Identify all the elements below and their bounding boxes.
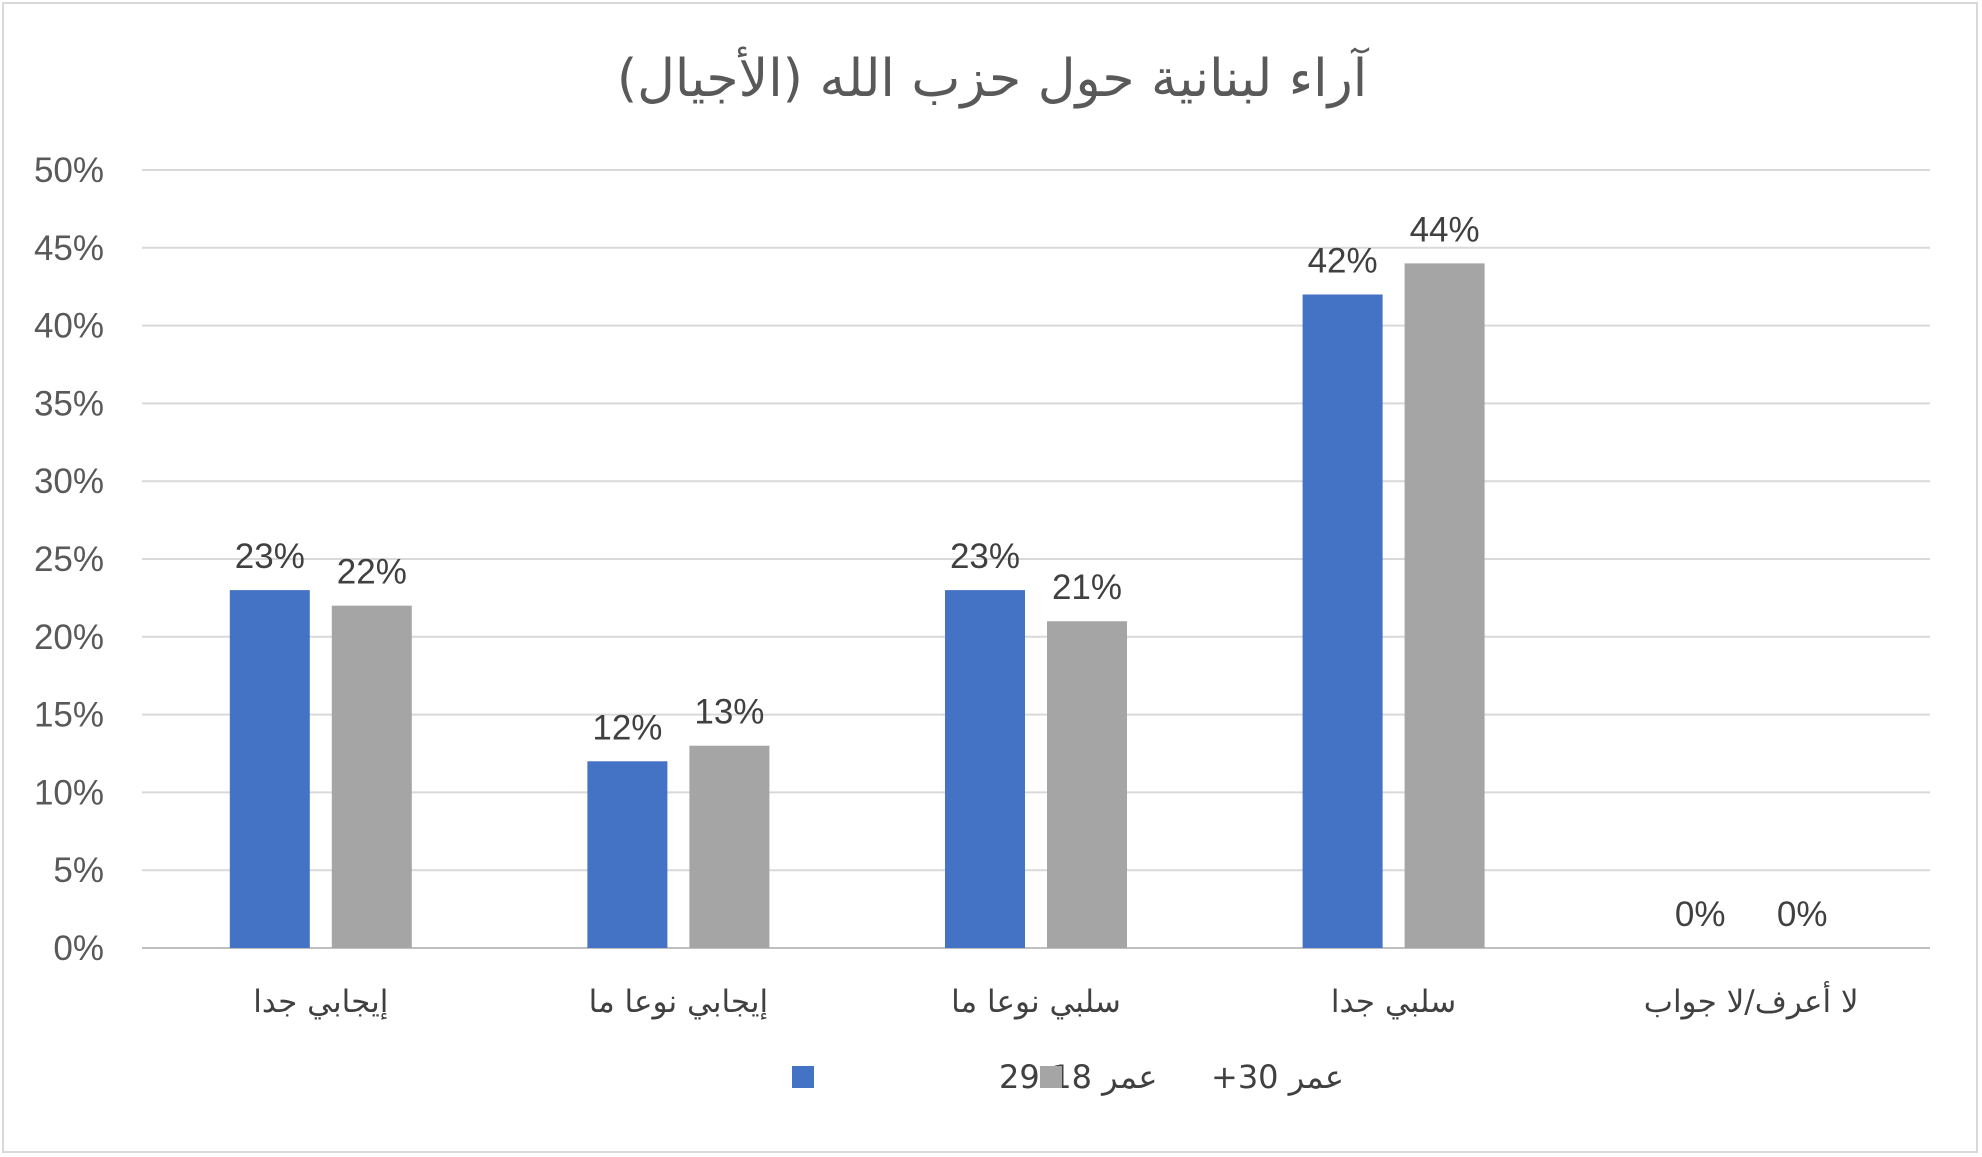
y-tick-label: 30% bbox=[34, 462, 104, 501]
data-label: 21% bbox=[1052, 568, 1122, 607]
y-tick-label: 40% bbox=[34, 307, 104, 346]
data-label: 13% bbox=[694, 693, 764, 732]
y-tick-label: 45% bbox=[34, 229, 104, 268]
category-label: سلبي جدا bbox=[1331, 984, 1456, 1020]
bar-age-18-29 bbox=[229, 590, 310, 948]
bar-age-30-plus bbox=[1404, 263, 1485, 948]
bar-age-18-29 bbox=[1302, 294, 1383, 949]
data-label: 42% bbox=[1308, 241, 1378, 280]
y-tick-label: 25% bbox=[34, 540, 104, 579]
y-tick-label: 10% bbox=[34, 773, 104, 812]
data-label: 0% bbox=[1675, 895, 1726, 934]
legend-swatch bbox=[792, 1066, 814, 1088]
chart-svg: آراء لبنانية حول حزب الله (الأجيال) 0% 5%… bbox=[34, 46, 1930, 1096]
y-tick-label: 20% bbox=[34, 618, 104, 657]
legend-swatch bbox=[1040, 1066, 1062, 1088]
chart-title: آراء لبنانية حول حزب الله (الأجيال) bbox=[617, 46, 1370, 109]
data-label: 0% bbox=[1777, 895, 1828, 934]
y-axis-ticks: 0% 5% 10% 15% 20% 25% 30% 35% 40% 45% 50% bbox=[34, 151, 104, 968]
data-label: 44% bbox=[1410, 210, 1480, 249]
legend-label: عمر 18-29 bbox=[999, 1058, 1157, 1096]
category-label: لا أعرف/لا جواب bbox=[1644, 981, 1859, 1020]
y-tick-label: 0% bbox=[53, 929, 104, 968]
bar-age-30-plus bbox=[689, 745, 770, 948]
data-label: 12% bbox=[592, 708, 662, 747]
data-label: 22% bbox=[337, 553, 407, 592]
bar-age-18-29 bbox=[945, 590, 1025, 948]
y-tick-label: 5% bbox=[53, 851, 104, 890]
y-tick-label: 35% bbox=[34, 384, 104, 423]
category-label: إيجابي جدا bbox=[253, 984, 388, 1020]
data-label: 23% bbox=[950, 537, 1020, 576]
bar-age-30-plus bbox=[1047, 621, 1127, 948]
gridlines bbox=[142, 169, 1930, 949]
bar-age-30-plus bbox=[331, 605, 412, 948]
category-label: سلبي نوعا ما bbox=[951, 984, 1121, 1020]
legend: عمر 18-29 عمر 30+ bbox=[792, 1058, 1344, 1096]
legend-label: عمر 30+ bbox=[1211, 1058, 1344, 1096]
category-label: إيجابي نوعا ما bbox=[589, 984, 769, 1020]
data-labels: 23% 22% 12% 13% 23% 21% 42% 44% 0% 0% bbox=[235, 210, 1828, 934]
data-label: 23% bbox=[235, 537, 305, 576]
bars bbox=[229, 263, 1485, 949]
bar-age-18-29 bbox=[587, 761, 668, 948]
y-tick-label: 15% bbox=[34, 696, 104, 735]
x-axis-categories: إيجابي جدا إيجابي نوعا ما سلبي نوعا ما سلبي… bbox=[253, 981, 1858, 1020]
y-tick-label: 50% bbox=[34, 151, 104, 190]
